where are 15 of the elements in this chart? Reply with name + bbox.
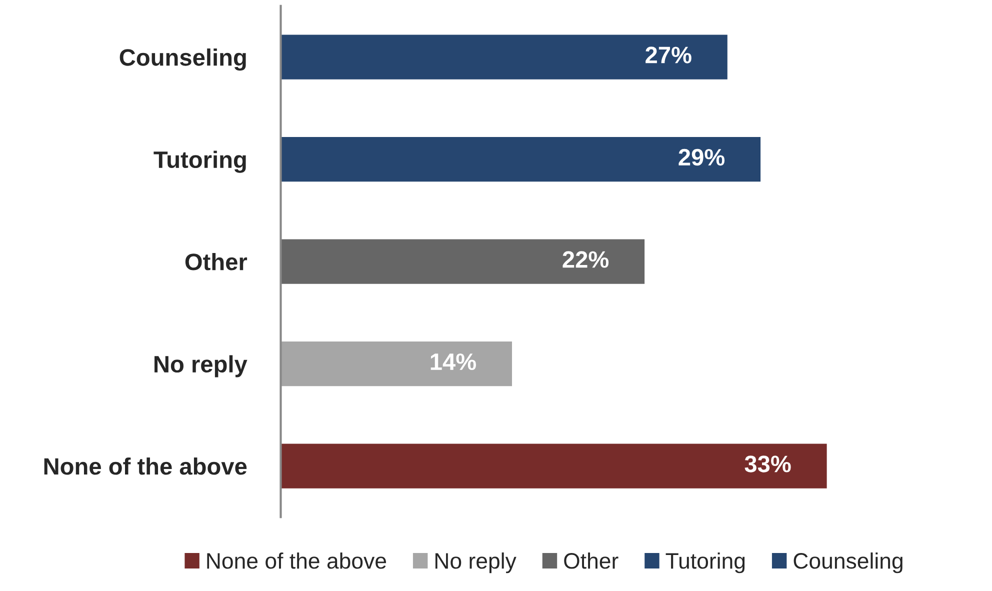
- data-label: 29%: [678, 148, 725, 166]
- legend-label: Tutoring: [666, 552, 745, 574]
- y-tick-label: Other: [185, 252, 248, 270]
- data-label: 33%: [744, 456, 791, 472]
- legend-label: Other: [564, 552, 618, 569]
- legend-label: No reply: [435, 552, 516, 574]
- legend-label: Counseling: [794, 552, 902, 574]
- data-label: 14%: [430, 353, 476, 370]
- data-label: 27%: [646, 46, 692, 64]
- y-tick-label: No reply: [154, 355, 248, 378]
- legend-label: None of the above: [207, 552, 386, 569]
- y-tick-label: Counseling: [120, 48, 246, 71]
- y-tick-label: None of the above: [44, 457, 247, 475]
- data-label: 22%: [562, 251, 609, 268]
- y-tick-label: Tutoring: [154, 150, 246, 173]
